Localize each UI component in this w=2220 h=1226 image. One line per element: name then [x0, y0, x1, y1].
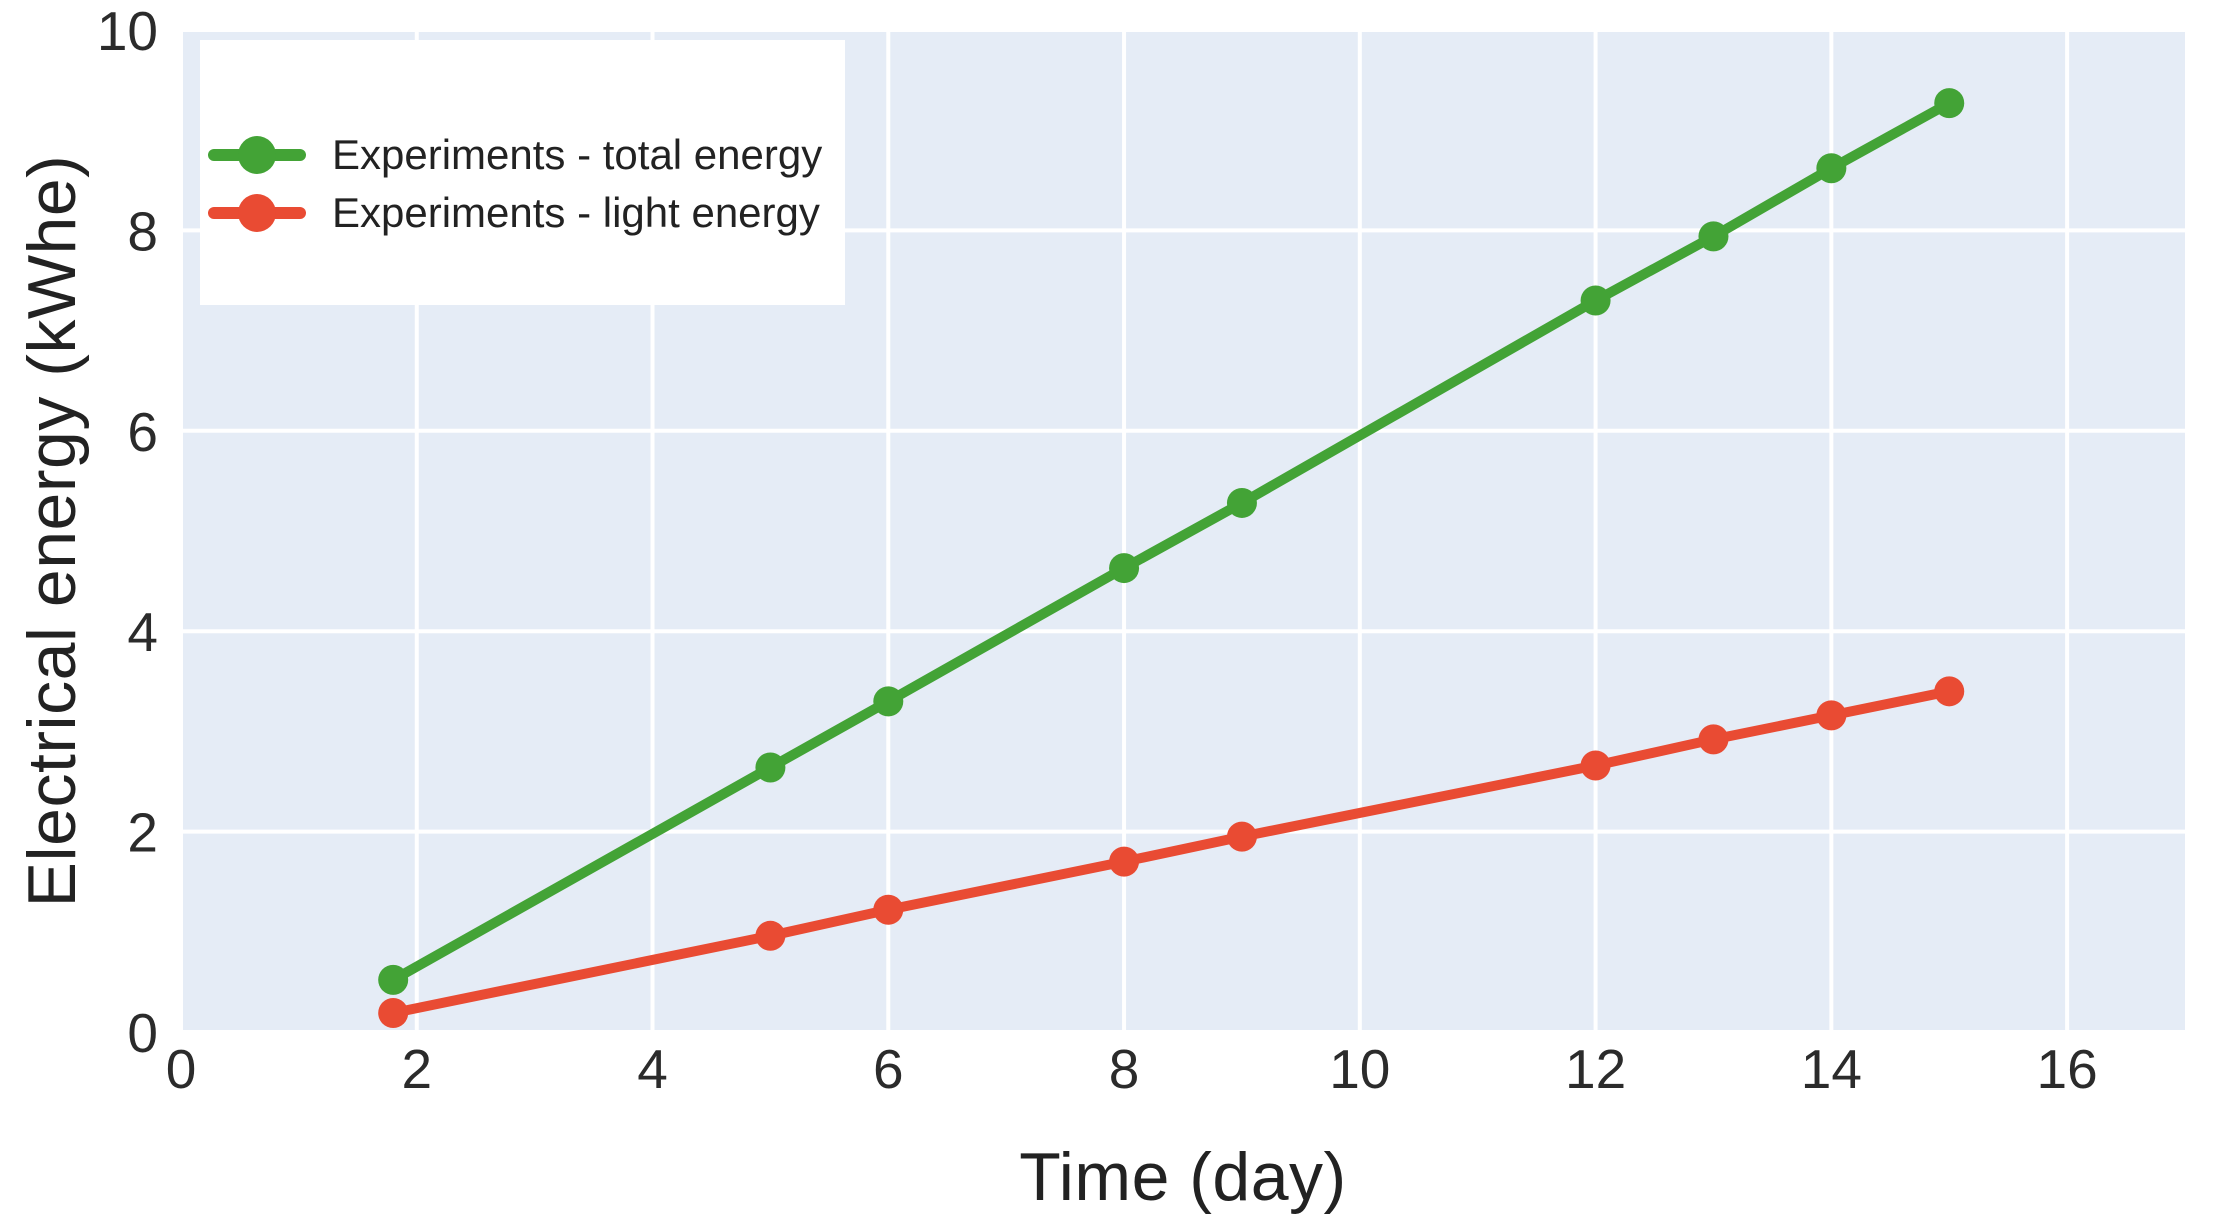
legend-marker-light-icon — [208, 194, 306, 232]
series-light-energy-point — [755, 920, 786, 951]
y-tick-label: 6 — [127, 401, 158, 463]
x-tick-label: 14 — [1801, 1038, 1862, 1100]
series-light-energy-point — [378, 997, 409, 1028]
x-tick-label: 6 — [873, 1038, 904, 1100]
series-light-energy-point — [1109, 846, 1140, 877]
y-tick-label: 8 — [127, 200, 158, 262]
y-tick-label: 0 — [127, 1002, 158, 1064]
legend-marker-total-icon — [208, 136, 306, 174]
series-light-energy-point — [873, 894, 904, 925]
x-axis-title: Time (day) — [1019, 1139, 1347, 1215]
series-light-energy-point — [1580, 750, 1611, 781]
series-total-energy-point — [1934, 88, 1965, 119]
series-total-energy-point — [1226, 487, 1257, 518]
x-tick-label: 16 — [2037, 1038, 2098, 1100]
series-total-energy-point — [873, 686, 904, 717]
legend-label-light-energy: Experiments - light energy — [332, 189, 820, 236]
series-light-energy-point — [1226, 821, 1257, 852]
y-tick-label: 4 — [127, 601, 158, 663]
y-tick-label: 10 — [97, 0, 158, 62]
series-total-energy-point — [755, 752, 786, 783]
x-tick-label: 10 — [1329, 1038, 1390, 1100]
x-tick-label: 12 — [1565, 1038, 1626, 1100]
x-tick-label: 8 — [1109, 1038, 1140, 1100]
x-tick-label: 0 — [166, 1038, 197, 1100]
series-total-energy-point — [1816, 153, 1847, 184]
legend-label-total-energy: Experiments - total energy — [332, 131, 823, 178]
legend-item-light-energy: Experiments - light energy — [200, 184, 845, 242]
series-light-energy-point — [1934, 676, 1965, 707]
x-tick-label: 4 — [637, 1038, 668, 1100]
legend: Experiments - total energy Experiments -… — [200, 40, 845, 305]
y-tick-label: 2 — [127, 802, 158, 864]
series-light-energy-point — [1816, 700, 1847, 731]
series-total-energy-point — [1109, 553, 1140, 584]
series-total-energy-point — [1580, 285, 1611, 316]
series-light-energy-point — [1698, 724, 1729, 755]
series-total-energy-point — [1698, 221, 1729, 252]
x-tick-label: 2 — [401, 1038, 432, 1100]
legend-item-total-energy: Experiments - total energy — [200, 126, 845, 184]
y-axis-title: Electrical energy (kWhe) — [14, 154, 90, 908]
series-total-energy-point — [378, 964, 409, 995]
